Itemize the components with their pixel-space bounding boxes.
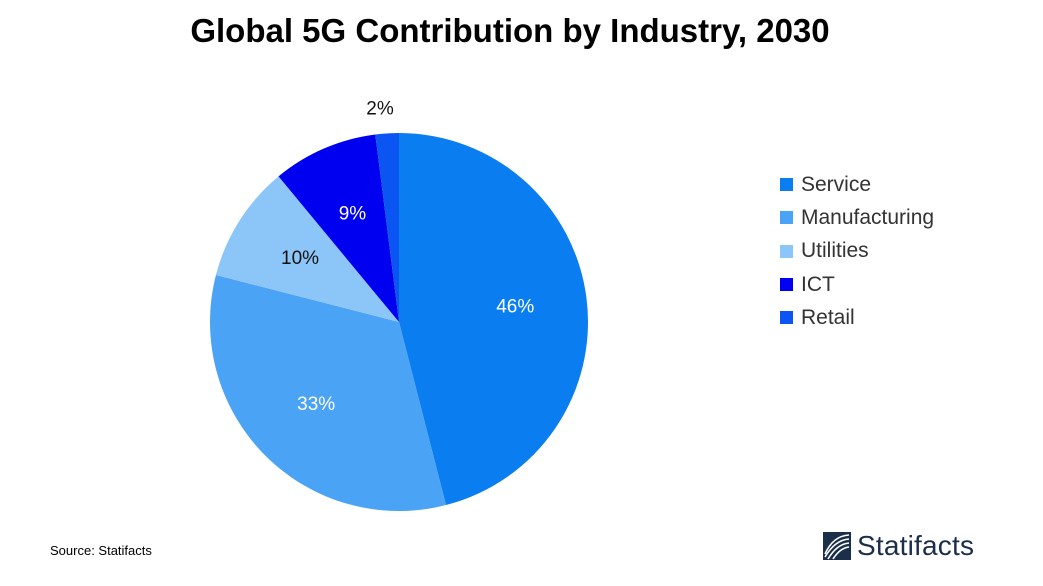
legend-item-retail: Retail <box>780 301 934 334</box>
brand-logo: Statifacts <box>823 530 974 562</box>
pie-slice-service <box>399 133 588 506</box>
data-label-utilities: 10% <box>281 248 319 269</box>
pie-slice-utilities <box>215 176 399 322</box>
legend: Service Manufacturing Utilities ICT Retail <box>780 168 934 334</box>
pie-slice-ict <box>278 134 399 322</box>
legend-label: ICT <box>801 272 835 296</box>
data-label-manufacturing: 33% <box>297 394 335 415</box>
pie-slice-manufacturing <box>210 274 447 511</box>
pie-data-labels: 46% 33% 10% 9% 2% <box>281 98 534 414</box>
pie-slices <box>210 133 588 511</box>
legend-swatch <box>780 278 793 292</box>
pie-slice-retail <box>375 133 399 322</box>
legend-item-ict: ICT <box>780 268 934 301</box>
statifacts-logo-icon <box>823 532 851 560</box>
legend-item-service: Service <box>780 168 934 201</box>
legend-swatch <box>780 311 793 325</box>
legend-label: Manufacturing <box>801 205 935 229</box>
legend-label: Service <box>801 172 872 196</box>
chart-title: Global 5G Contribution by Industry, 2030 <box>190 12 830 49</box>
data-label-ict: 9% <box>339 203 367 224</box>
source-note: Source: Statifacts <box>50 543 152 558</box>
legend-item-manufacturing: Manufacturing <box>780 201 934 234</box>
legend-label: Retail <box>801 305 855 329</box>
legend-swatch <box>780 211 793 225</box>
legend-swatch <box>780 244 793 258</box>
brand-name: Statifacts <box>857 530 975 561</box>
legend-label: Utilities <box>801 239 869 263</box>
legend-swatch <box>780 178 793 192</box>
legend-item-utilities: Utilities <box>780 235 934 268</box>
data-label-service: 46% <box>496 296 534 317</box>
data-label-retail: 2% <box>366 98 394 119</box>
